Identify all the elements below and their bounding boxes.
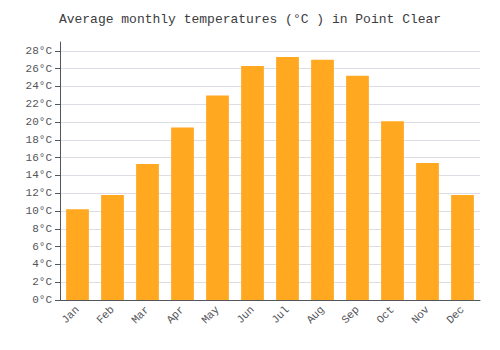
- svg-text:28°C: 28°C: [26, 45, 53, 57]
- svg-text:Jul: Jul: [269, 304, 291, 326]
- svg-text:Sep: Sep: [339, 304, 361, 326]
- svg-text:2°C: 2°C: [32, 276, 52, 288]
- svg-text:12°C: 12°C: [26, 187, 53, 199]
- svg-text:14°C: 14°C: [26, 169, 53, 181]
- svg-text:24°C: 24°C: [26, 80, 53, 92]
- svg-text:0°C: 0°C: [32, 294, 52, 306]
- svg-text:Oct: Oct: [374, 304, 396, 326]
- svg-text:Nov: Nov: [409, 303, 432, 326]
- svg-text:6°C: 6°C: [32, 241, 52, 253]
- svg-text:Feb: Feb: [94, 304, 116, 326]
- svg-text:26°C: 26°C: [26, 63, 53, 75]
- svg-text:Jun: Jun: [234, 304, 256, 326]
- svg-text:10°C: 10°C: [26, 205, 53, 217]
- svg-text:18°C: 18°C: [26, 134, 53, 146]
- svg-text:Mar: Mar: [129, 304, 151, 326]
- svg-text:May: May: [199, 303, 222, 326]
- svg-text:Aug: Aug: [304, 304, 326, 326]
- svg-text:Apr: Apr: [164, 304, 186, 326]
- svg-text:4°C: 4°C: [32, 258, 52, 270]
- svg-text:22°C: 22°C: [26, 98, 53, 110]
- svg-text:Average monthly temperatures (: Average monthly temperatures (°C ) in Po…: [59, 12, 441, 27]
- svg-text:Dec: Dec: [444, 304, 466, 326]
- svg-text:8°C: 8°C: [32, 223, 52, 235]
- svg-text:20°C: 20°C: [26, 116, 53, 128]
- svg-text:16°C: 16°C: [26, 152, 53, 164]
- svg-text:Jan: Jan: [59, 304, 81, 326]
